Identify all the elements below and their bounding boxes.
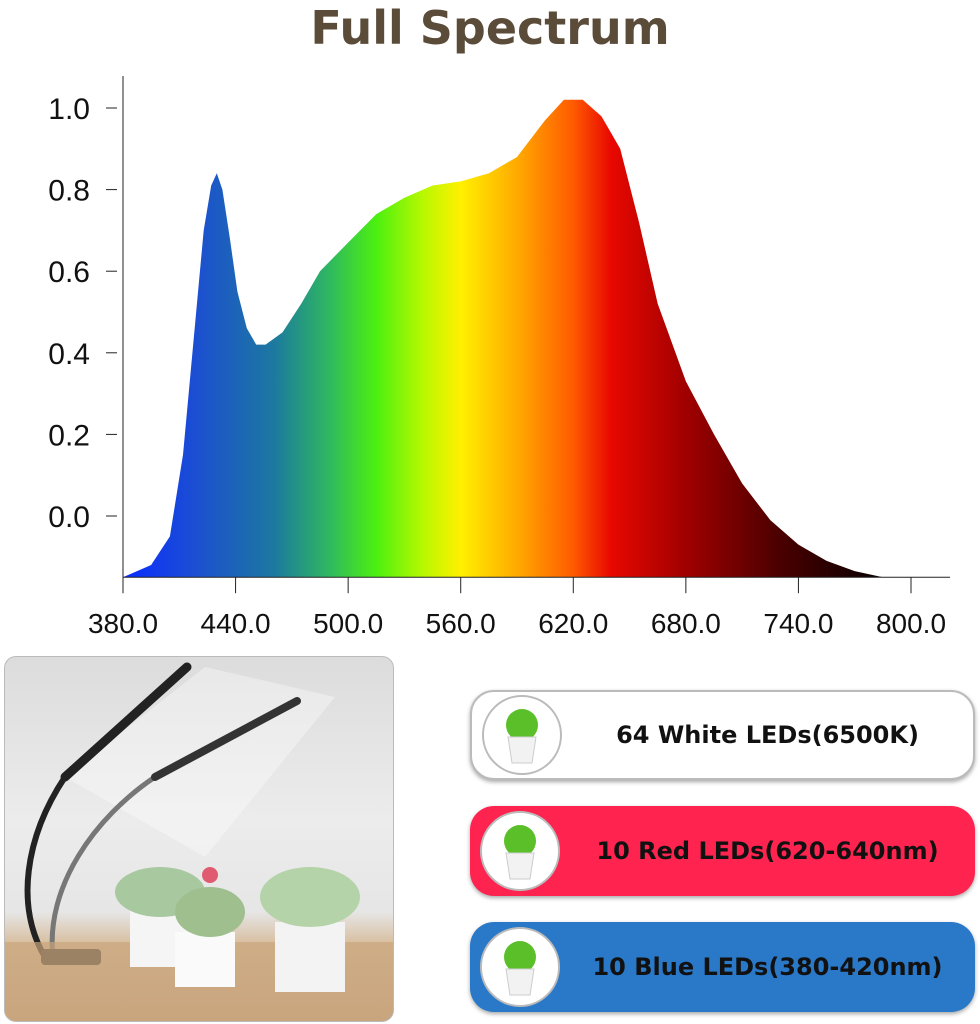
legend-label: 64 White LEDs(6500K) <box>616 721 919 749</box>
x-tick-label: 380.0 <box>88 608 158 639</box>
legend-item-white-leds: 64 White LEDs(6500K) <box>470 690 975 780</box>
x-tick-label: 560.0 <box>426 608 496 639</box>
potted-plant-icon <box>482 695 562 775</box>
y-tick-label: 0.8 <box>48 175 90 208</box>
legend-item-red-leds: 10 Red LEDs(620-640nm) <box>470 806 975 896</box>
x-tick-label: 440.0 <box>201 608 271 639</box>
y-tick-label: 0.0 <box>48 501 90 534</box>
product-photo-grow-lamp <box>4 656 394 1022</box>
x-tick-label: 800.0 <box>876 608 946 639</box>
x-tick-label: 740.0 <box>763 608 833 639</box>
legend-item-blue-leds: 10 Blue LEDs(380-420nm) <box>470 922 975 1012</box>
y-tick-label: 0.4 <box>48 338 90 371</box>
legend-label: 10 Blue LEDs(380-420nm) <box>592 953 943 981</box>
potted-plant-icon <box>480 811 560 891</box>
x-tick-label: 680.0 <box>651 608 721 639</box>
x-tick-label: 620.0 <box>538 608 608 639</box>
y-tick-label: 0.6 <box>48 256 90 289</box>
spectrum-chart: 0.0 0.2 0.4 0.6 0.8 1.0 380.0 440.0 500.0 560.0 62… <box>48 76 950 639</box>
y-tick-label: 0.2 <box>48 419 90 452</box>
x-tick-label: 500.0 <box>313 608 383 639</box>
spectrum-area <box>123 99 911 578</box>
y-tick-label: 1.0 <box>48 93 90 126</box>
legend-label: 10 Red LEDs(620-640nm) <box>596 837 939 865</box>
chart-title: Full Spectrum <box>310 1 670 55</box>
potted-plant-icon <box>480 927 560 1007</box>
